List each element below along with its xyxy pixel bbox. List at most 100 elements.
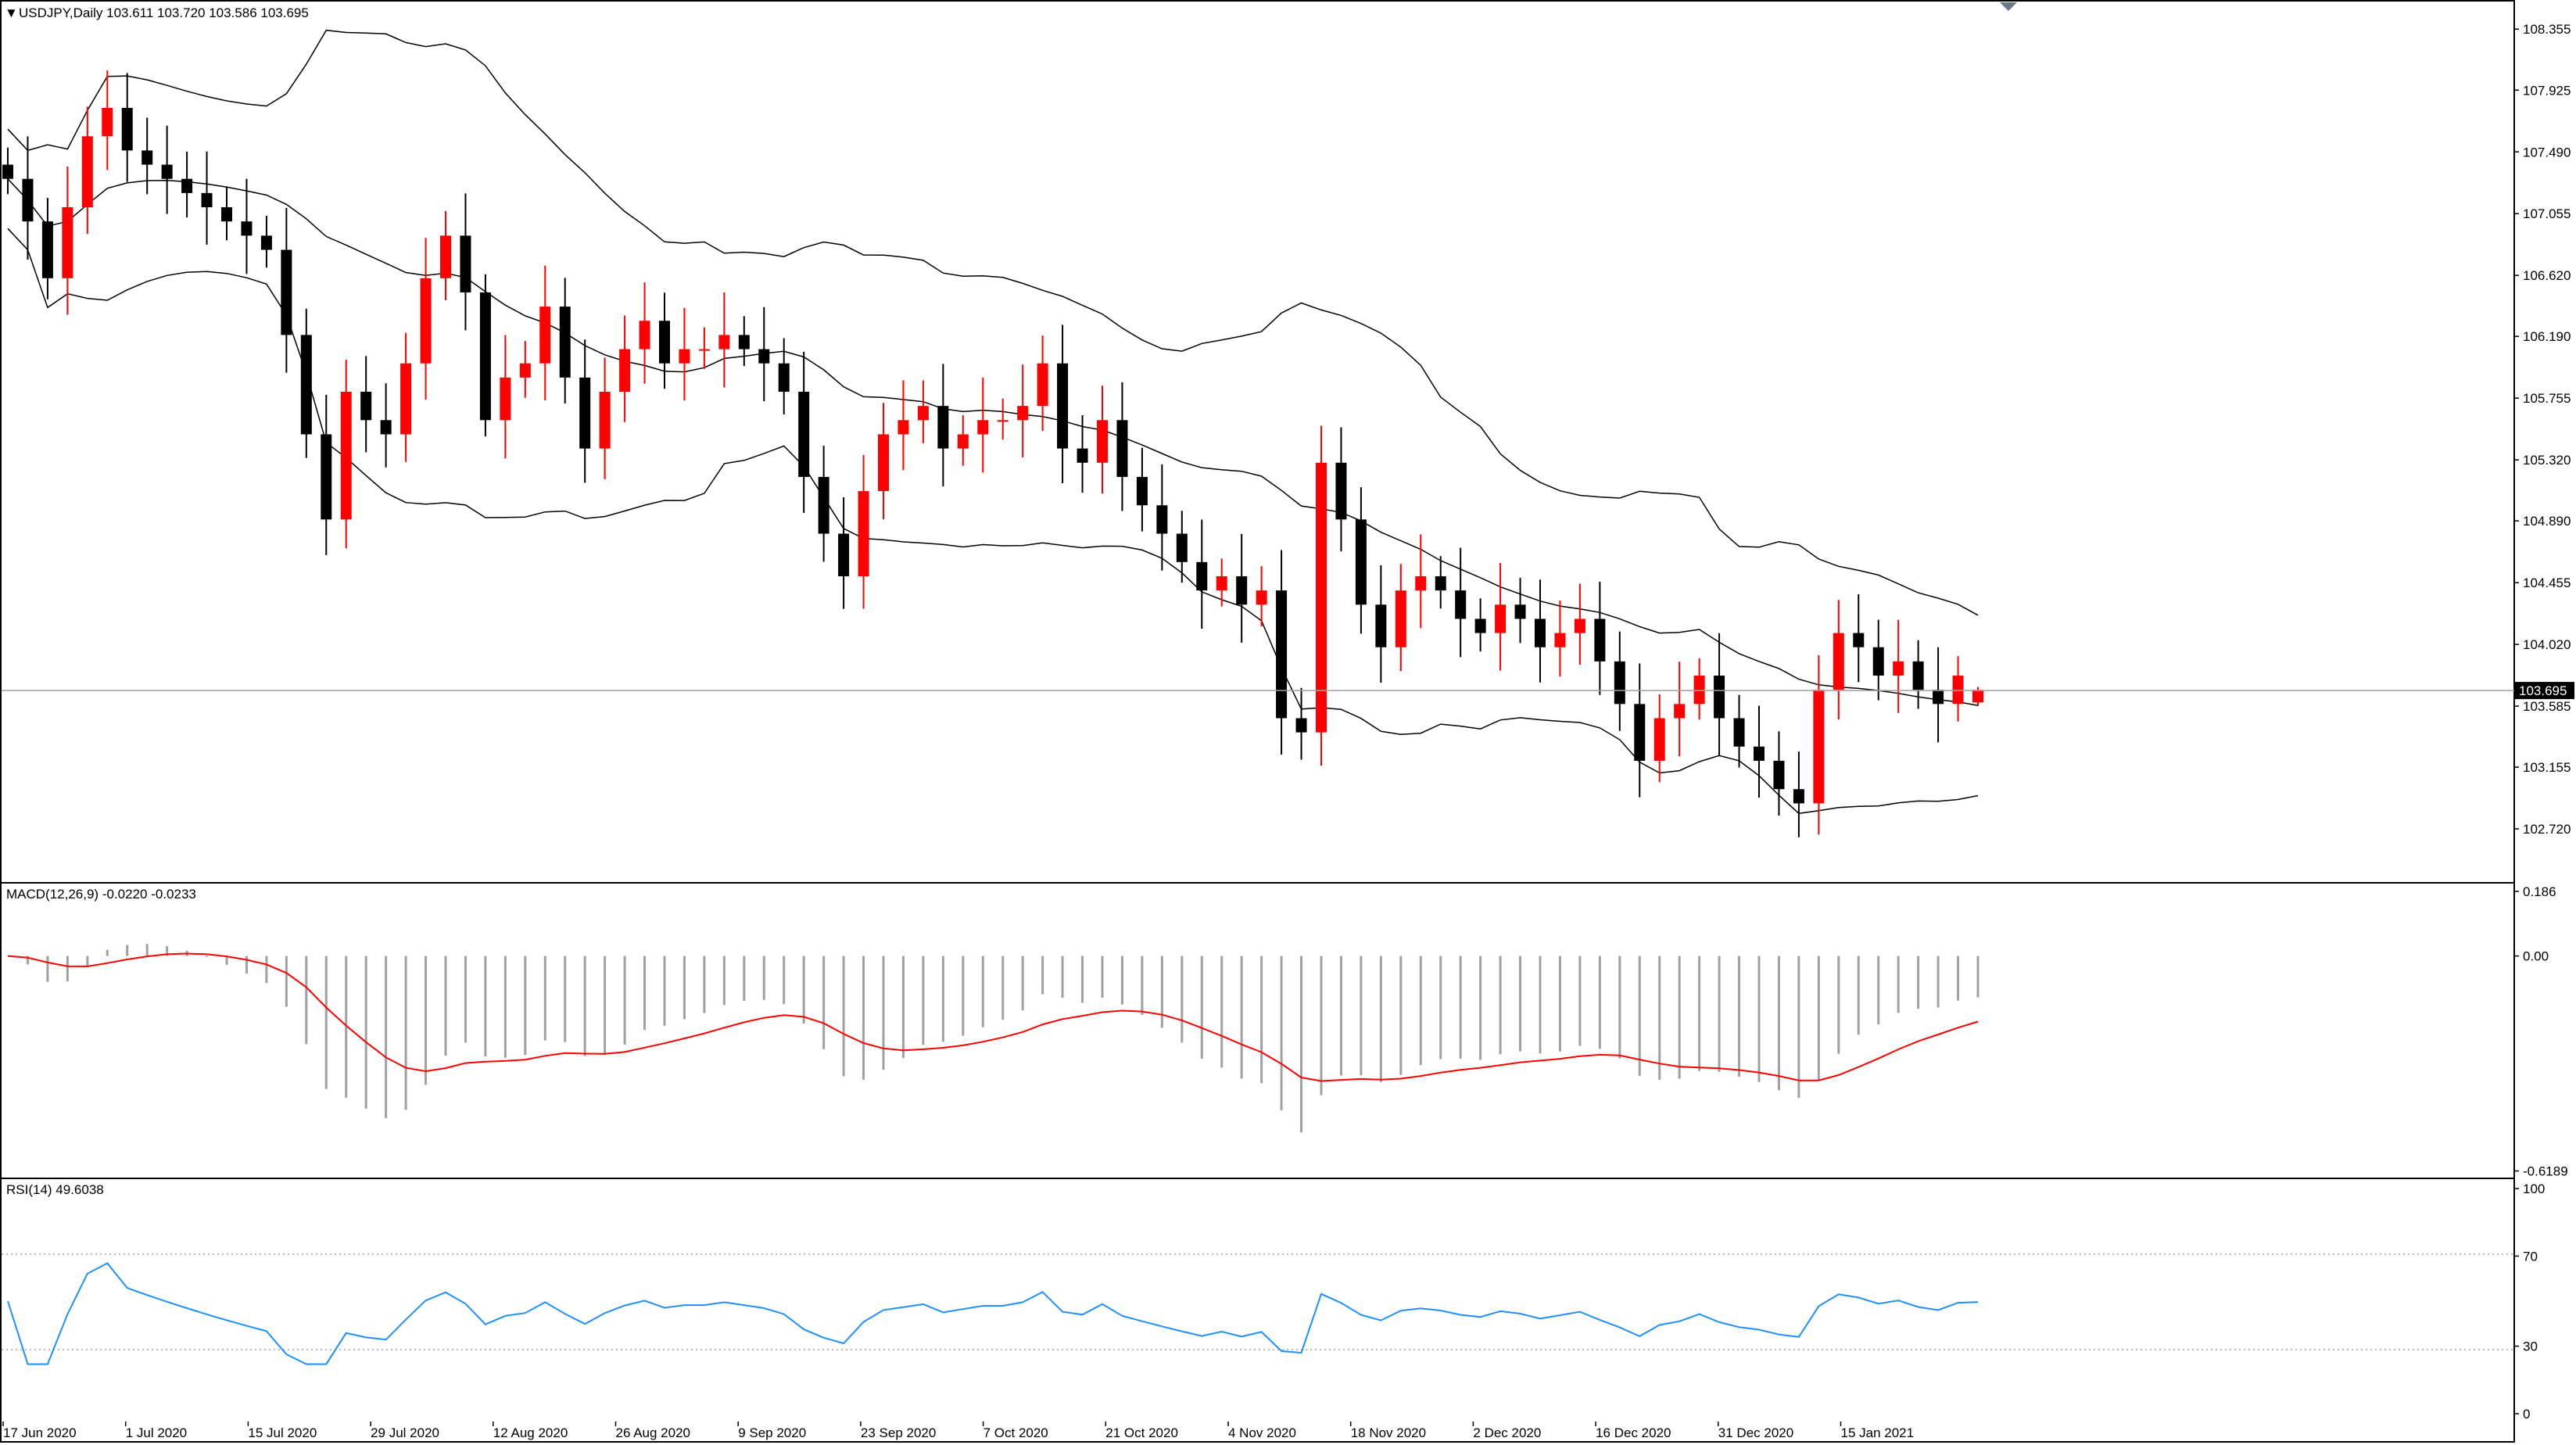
bollinger-bands — [7, 29, 1979, 815]
candle-body — [838, 533, 850, 576]
candle-body — [1554, 633, 1566, 647]
candle-body — [1754, 746, 1765, 761]
current-price-label: 103.695 — [2515, 682, 2574, 700]
candle-body — [1097, 420, 1108, 463]
rsi-tick-label: 0 — [2523, 1407, 2530, 1422]
macd-tick-label: 0.00 — [2523, 949, 2549, 964]
candle-body — [559, 307, 571, 378]
date-tick-label: 26 Aug 2020 — [616, 1425, 690, 1440]
candle-body — [1634, 704, 1646, 761]
candle-body — [2, 164, 13, 179]
candle-body — [1912, 661, 1924, 690]
candle-body — [201, 192, 213, 208]
price-tick-label: 105.320 — [2523, 453, 2571, 468]
candle-body — [878, 434, 889, 492]
candle-body — [519, 363, 531, 378]
rsi-tick-label: 30 — [2523, 1339, 2538, 1354]
candle-body — [718, 335, 730, 350]
candle-body — [321, 434, 332, 520]
candle-body — [1972, 690, 1983, 703]
symbol-line: USDJPY,Daily 103.611 103.720 103.586 103… — [19, 5, 309, 20]
candle-body — [937, 406, 949, 449]
price-axis: 108.355 107.925 107.490 107.055 106.620 106.1… — [2514, 22, 2571, 837]
candle-body — [1853, 633, 1865, 647]
candle-body — [1773, 760, 1785, 790]
candle-body — [1136, 476, 1148, 506]
candle-body — [997, 420, 1009, 422]
candle-body — [1833, 633, 1844, 690]
macd-axis: 0.186 0.00 -0.6189 — [2514, 884, 2568, 1179]
candle-body — [1276, 590, 1288, 719]
price-tick-label: 104.020 — [2523, 637, 2571, 652]
macd-label: MACD(12,26,9) -0.0220 -0.0233 — [6, 887, 196, 902]
price-panel — [2, 29, 2514, 837]
candle-body — [500, 377, 511, 421]
price-tick-label: 107.925 — [2523, 83, 2571, 98]
candle-body — [460, 235, 471, 292]
candle-body — [1017, 406, 1029, 421]
candle-body — [121, 107, 133, 151]
macd-tick-label: 0.186 — [2523, 884, 2556, 899]
candle-body — [659, 321, 670, 364]
candle-body — [1116, 420, 1128, 477]
shift-marker-icon[interactable] — [2000, 2, 2017, 11]
candle-body — [758, 349, 770, 364]
rsi-line — [7, 1262, 1979, 1365]
candle-body — [1236, 575, 1248, 605]
time-axis: 17 Jun 2020 1 Jul 2020 15 Jul 2020 29 Jul 2… — [2, 1422, 1914, 1440]
candle-body — [1813, 690, 1825, 804]
candle-body — [1474, 619, 1486, 633]
candle-body — [639, 321, 650, 350]
candle-body — [1674, 704, 1686, 719]
date-tick-label: 1 Jul 2020 — [126, 1425, 187, 1440]
price-tick-label: 103.155 — [2523, 760, 2571, 775]
candle-body — [300, 335, 312, 435]
candle-body — [380, 420, 392, 435]
candle-body — [1535, 619, 1546, 647]
date-tick-label: 7 Oct 2020 — [983, 1425, 1048, 1440]
candle-body — [1793, 789, 1804, 804]
candle-body — [360, 392, 372, 421]
candle-body — [440, 235, 451, 278]
candle-body — [1037, 363, 1048, 407]
candle-body — [957, 434, 969, 449]
date-tick-label: 23 Sep 2020 — [861, 1425, 936, 1440]
candle-body — [81, 136, 93, 208]
candle-body — [738, 335, 750, 350]
candle-body — [142, 150, 153, 165]
price-tick-label: 106.620 — [2523, 268, 2571, 283]
candle-body — [281, 249, 292, 335]
candle-body — [41, 221, 53, 278]
candle-body — [698, 349, 710, 351]
candle-body — [1295, 718, 1307, 733]
date-tick-label: 21 Oct 2020 — [1105, 1425, 1178, 1440]
macd-histogram — [26, 944, 1979, 1133]
candle-body — [1196, 561, 1208, 591]
candle-body — [1375, 604, 1387, 647]
candle-body — [241, 221, 253, 236]
candle-body — [1714, 676, 1725, 719]
bollinger-upper — [7, 29, 1979, 616]
candle-body — [1316, 462, 1327, 733]
candle-body — [340, 392, 352, 520]
candle-body — [897, 420, 909, 435]
date-tick-label: 17 Jun 2020 — [3, 1425, 77, 1440]
candle-body — [1514, 604, 1526, 619]
candle-body — [1455, 590, 1467, 619]
date-tick-label: 29 Jul 2020 — [371, 1425, 439, 1440]
candle-body — [1495, 604, 1507, 633]
candle-body — [181, 178, 193, 193]
menu-arrow-icon[interactable]: ▼ — [5, 5, 18, 20]
candle-body — [778, 363, 790, 393]
candle-body — [917, 406, 929, 421]
rsi-label: RSI(14) 49.6038 — [6, 1182, 104, 1197]
price-tick-label: 102.720 — [2523, 822, 2571, 837]
price-tick-label: 103.585 — [2523, 699, 2571, 714]
candle-body — [1415, 575, 1427, 591]
price-tick-label: 104.890 — [2523, 514, 2571, 529]
chart-frame — [0, 0, 2515, 1443]
date-tick-label: 9 Sep 2020 — [738, 1425, 806, 1440]
candle-body — [1693, 676, 1705, 705]
rsi-axis: 100 70 30 0 — [2514, 1181, 2545, 1422]
